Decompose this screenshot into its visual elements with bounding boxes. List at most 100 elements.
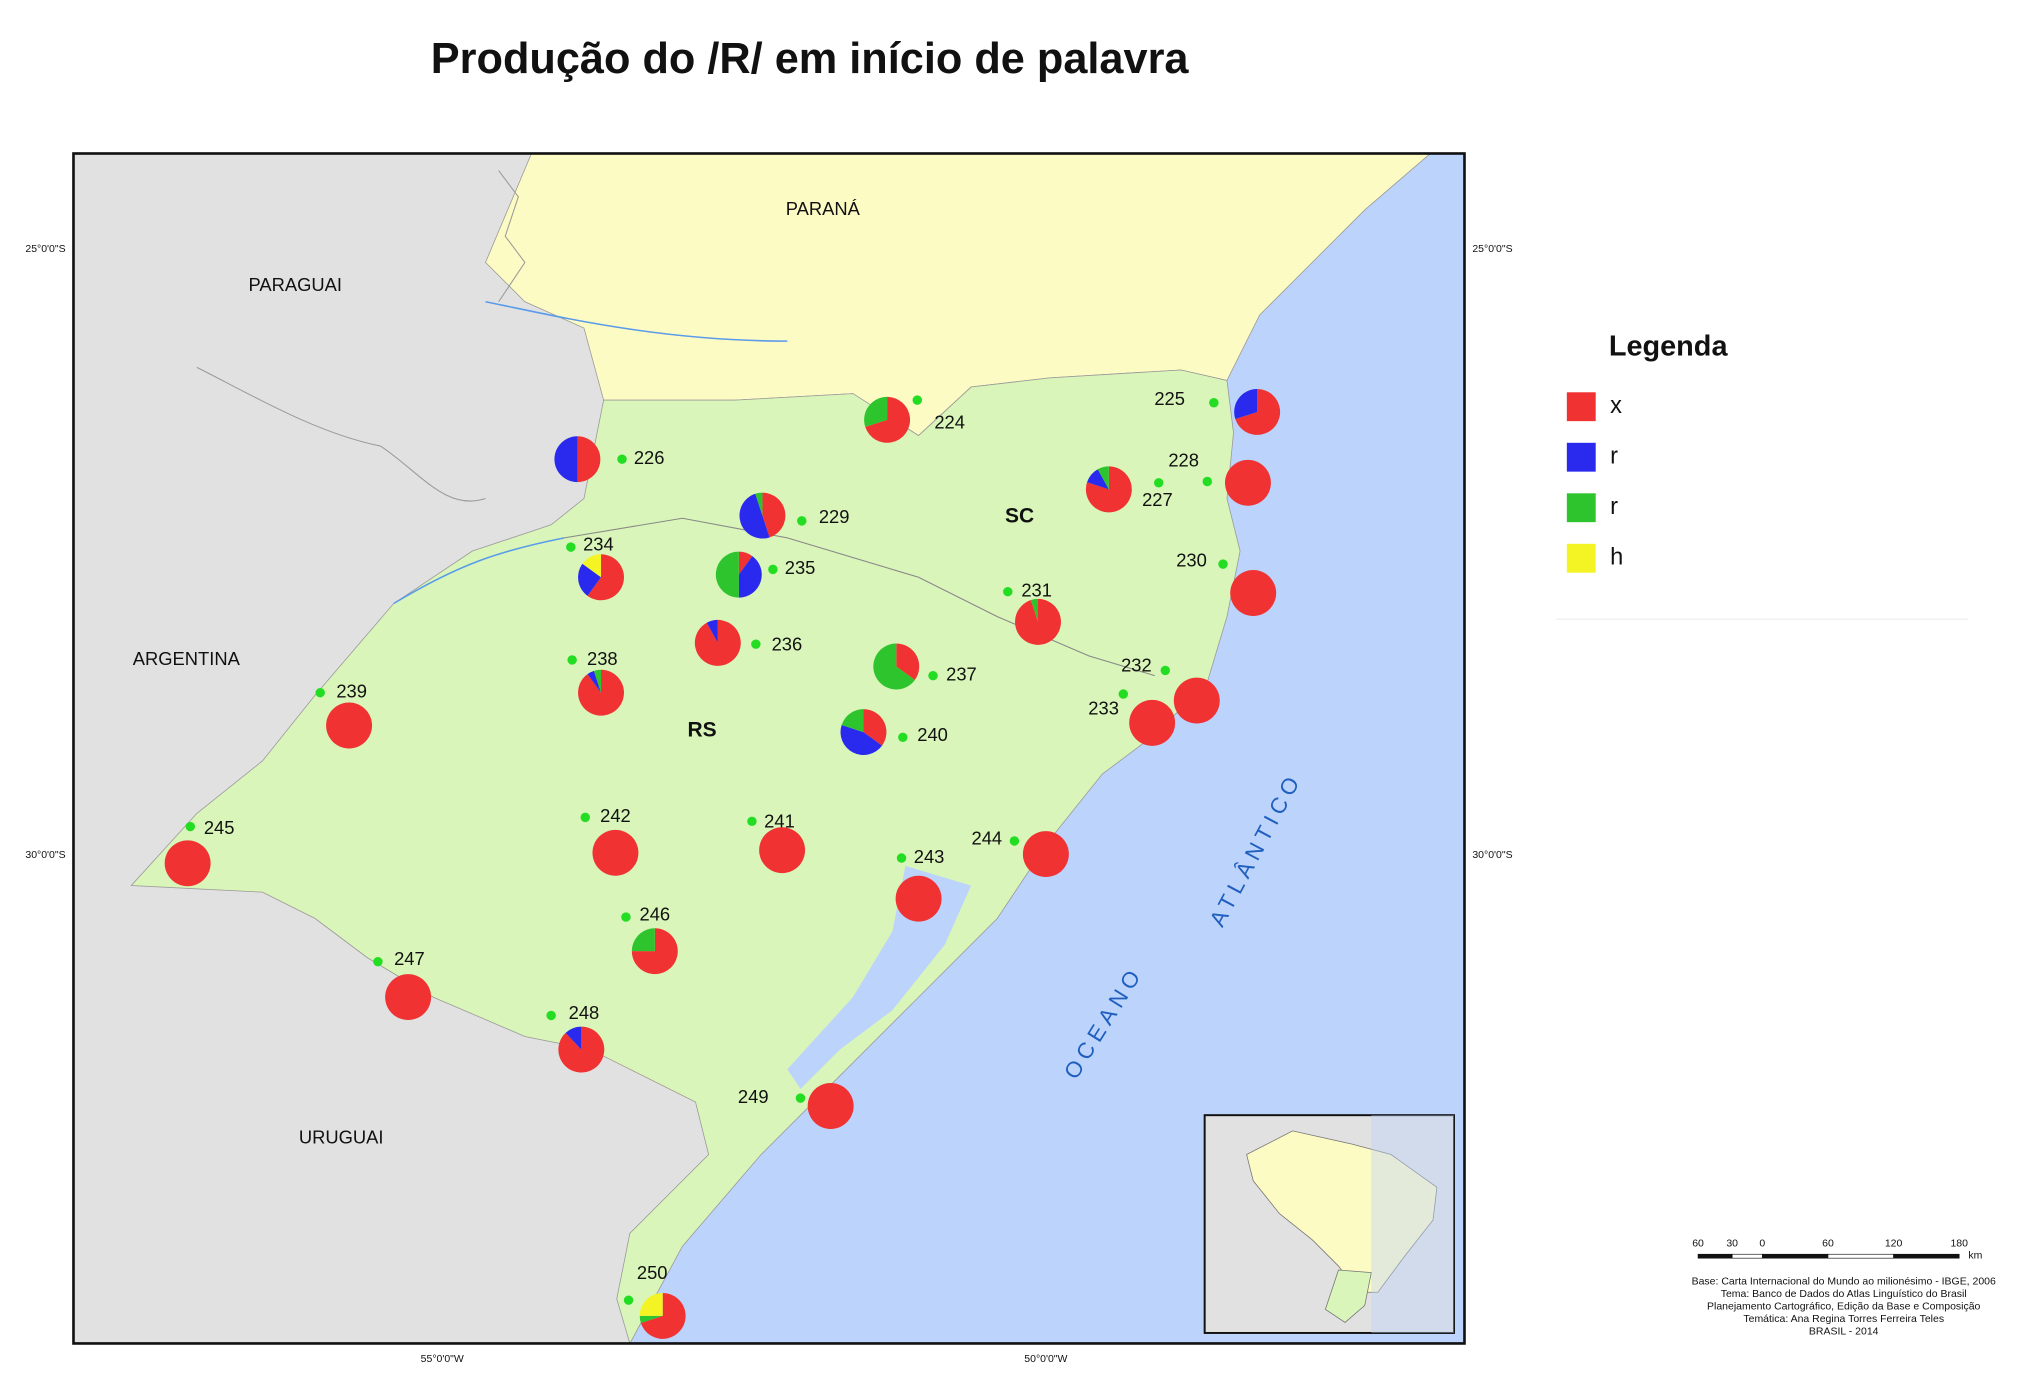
site-label: 245 <box>204 817 235 838</box>
site-label: 233 <box>1088 698 1119 719</box>
coordinate-label: 30°0'0"S <box>1472 850 1512 861</box>
coordinate-label: 25°0'0"S <box>25 244 65 255</box>
pie-slice <box>762 492 786 538</box>
site-label: 240 <box>917 724 948 745</box>
lagoon <box>787 865 972 1089</box>
scale-segment <box>1731 1253 1763 1259</box>
site-label: 248 <box>569 1002 600 1023</box>
site-label: 249 <box>738 1086 769 1107</box>
pie: 231 <box>1003 580 1061 645</box>
credit-line: Tema: Banco de Dados do Atlas Linguístic… <box>1721 1289 1967 1300</box>
pie-slice <box>639 1292 663 1316</box>
pie-slice <box>865 396 911 443</box>
pie: 249 <box>738 1083 854 1129</box>
scale-label: 30 <box>1726 1239 1738 1250</box>
scale-unit: km <box>1968 1250 1982 1261</box>
rs-sc-states <box>130 369 1241 1344</box>
site-dot <box>768 564 778 575</box>
site-label: 228 <box>1168 450 1199 471</box>
pie-slice <box>558 1026 605 1073</box>
site-label: 230 <box>1176 549 1207 570</box>
pie-slice <box>715 551 739 598</box>
site-dot <box>1009 836 1020 846</box>
pie-slice <box>1022 831 1069 878</box>
inset-ocean <box>1371 1115 1454 1333</box>
site-dot <box>1160 665 1171 676</box>
site-dot <box>912 395 922 405</box>
site-dot <box>185 821 196 832</box>
pie: 248 <box>546 1002 605 1073</box>
site-label: 229 <box>819 506 850 527</box>
site-dot <box>621 912 631 922</box>
scale-segment <box>1827 1253 1894 1259</box>
pie: 234 <box>566 534 624 601</box>
site-label: 243 <box>914 846 945 867</box>
credit-line: Base: Carta Internacional do Mundo ao mi… <box>1692 1277 1996 1288</box>
pie: 224 <box>864 395 965 443</box>
inset-brazil <box>1246 1130 1438 1293</box>
site-dot <box>580 812 590 823</box>
state-border <box>564 517 1155 677</box>
region-label: URUGUAI <box>299 1127 384 1148</box>
legend-label: h <box>1610 544 1623 570</box>
pie-slice <box>593 669 602 693</box>
site-label: 250 <box>637 1262 668 1283</box>
pie-slice <box>587 554 624 601</box>
pie: 240 <box>840 709 948 756</box>
credit-line: BRASIL - 2014 <box>1809 1326 1879 1337</box>
pie-slice <box>326 702 373 749</box>
pie-slice <box>863 709 887 746</box>
pie: 247 <box>373 948 432 1021</box>
pie-slice <box>554 436 578 483</box>
pie: 243 <box>895 846 945 922</box>
pie: 238 <box>567 648 624 716</box>
pie-slice <box>896 643 920 680</box>
scale-label: 60 <box>1692 1239 1704 1250</box>
legend-label: x <box>1610 393 1622 419</box>
site-dot <box>928 670 938 681</box>
borders <box>196 170 526 502</box>
scale-segment <box>1697 1253 1733 1259</box>
region-label: ARGENTINA <box>133 648 241 669</box>
site-dot <box>623 1295 634 1305</box>
pie-slice <box>739 493 770 539</box>
site-label: 244 <box>971 828 1002 849</box>
pie: 232 <box>1121 654 1220 724</box>
legend-title: Legenda <box>1609 330 1729 362</box>
site-label: 232 <box>1121 654 1152 675</box>
pie: 250 <box>623 1262 686 1339</box>
title: Produção do /R/ em início de palavra <box>431 35 1190 83</box>
site-label: 234 <box>583 534 614 555</box>
pie-slice <box>807 1083 854 1129</box>
coordinate-label: 55°0'0"W <box>421 1354 464 1365</box>
scale-label: 180 <box>1950 1239 1968 1250</box>
site-dot <box>1209 398 1219 408</box>
pie-slice <box>895 875 942 922</box>
region-label: RS <box>687 718 716 741</box>
pie: 245 <box>164 817 235 887</box>
site-dot <box>1202 476 1213 487</box>
pie: 237 <box>873 643 977 690</box>
pie-slice <box>1224 459 1271 506</box>
site-label: 227 <box>1142 489 1173 510</box>
pie: 235 <box>715 551 815 598</box>
pie-slice <box>841 709 864 733</box>
pie: 239 <box>315 681 373 749</box>
site-dot <box>795 1093 806 1103</box>
pie: 228 <box>1168 450 1271 506</box>
pie-slice <box>1230 570 1277 616</box>
pie: 226 <box>554 436 664 483</box>
pie-slice <box>640 1292 686 1339</box>
scale-segment <box>1893 1253 1960 1259</box>
pie-slice <box>1085 466 1132 513</box>
coordinate-label: 30°0'0"S <box>25 850 65 861</box>
scale-label: 60 <box>1822 1239 1834 1250</box>
region-label: PARAGUAI <box>248 274 342 295</box>
pie-slice <box>587 670 602 693</box>
pie: 241 <box>747 810 806 874</box>
site-label: 236 <box>772 633 803 654</box>
site-dot <box>747 816 757 827</box>
pie-slice <box>840 724 883 756</box>
